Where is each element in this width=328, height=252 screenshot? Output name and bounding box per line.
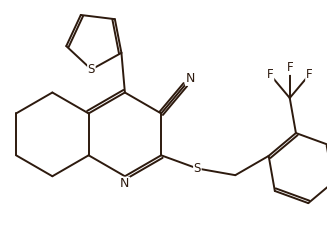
Text: S: S	[194, 162, 201, 175]
Text: F: F	[286, 61, 293, 74]
Text: S: S	[88, 63, 95, 76]
Text: F: F	[267, 68, 274, 81]
Text: N: N	[186, 72, 195, 85]
Text: F: F	[306, 68, 313, 81]
Text: N: N	[120, 177, 130, 190]
